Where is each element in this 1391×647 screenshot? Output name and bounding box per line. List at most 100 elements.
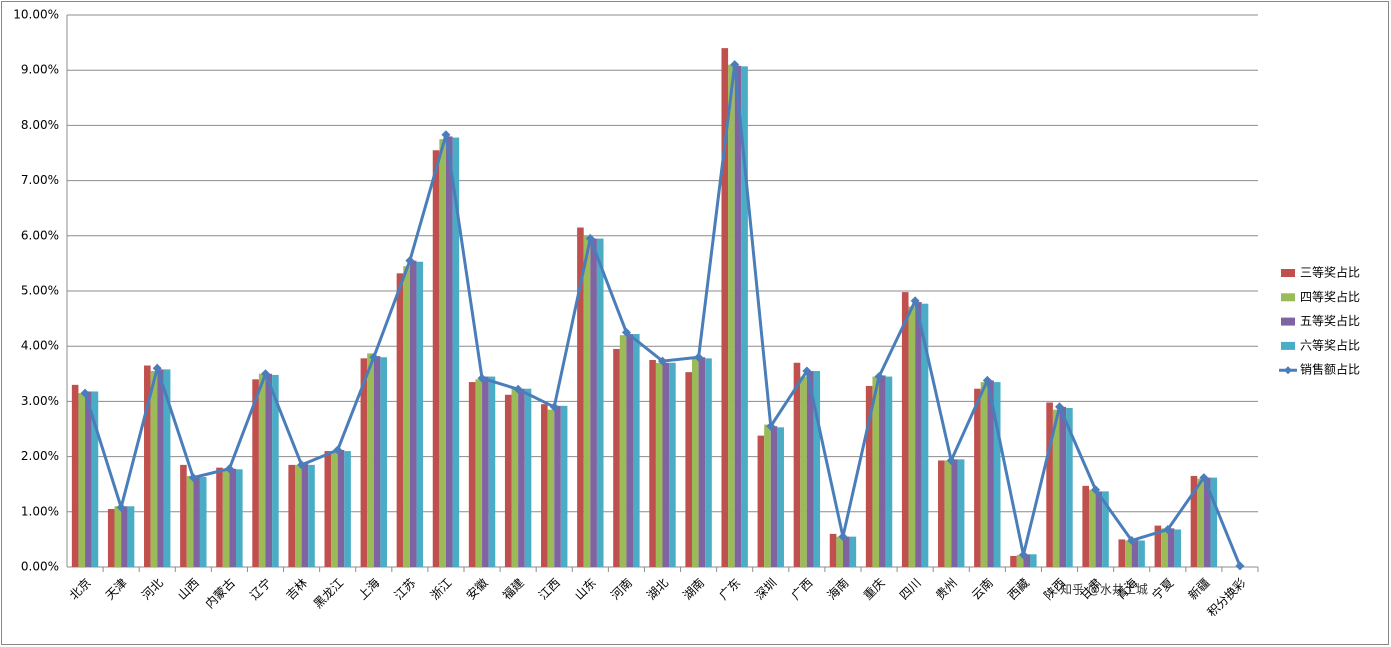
bar (938, 460, 945, 567)
bar (633, 334, 640, 567)
bar (541, 404, 548, 567)
legend-label: 六等奖占比 (1300, 337, 1360, 352)
bar (127, 506, 135, 567)
line-marker (838, 532, 848, 542)
bar (265, 373, 273, 567)
bar (596, 238, 604, 567)
bar (373, 356, 381, 567)
bar (685, 372, 692, 567)
y-tick-label: 3.00% (21, 394, 59, 408)
bar (554, 405, 561, 567)
bar (951, 459, 958, 567)
legend-swatch (1281, 269, 1295, 277)
bar (180, 464, 187, 567)
bar (1161, 528, 1168, 567)
bar (764, 424, 771, 567)
line-marker (730, 60, 740, 70)
y-tick-label: 10.00% (13, 8, 59, 22)
bar (163, 369, 171, 567)
bar (91, 391, 99, 567)
bar (836, 536, 843, 567)
bar (294, 464, 302, 567)
line-marker (1163, 524, 1173, 534)
legend-label: 四等奖占比 (1300, 289, 1360, 304)
bar (944, 460, 952, 567)
bar (908, 306, 916, 567)
bar (367, 353, 374, 567)
bar (258, 373, 266, 567)
bar (114, 506, 122, 567)
legend-label: 销售额占比 (1300, 362, 1360, 377)
bar (272, 374, 279, 567)
bar (1174, 529, 1181, 567)
legend-swatch (1281, 341, 1295, 350)
bar (560, 405, 568, 567)
bar (468, 382, 476, 567)
bar (78, 393, 86, 567)
line-marker (1018, 550, 1028, 560)
bar (626, 334, 634, 567)
bar (380, 357, 387, 567)
bar (698, 357, 706, 567)
bar (1138, 540, 1145, 567)
line-marker (1127, 536, 1137, 546)
bar (331, 451, 338, 567)
bar (1197, 478, 1204, 567)
bar (1125, 540, 1132, 567)
bar (1010, 555, 1017, 567)
line-marker (513, 384, 523, 394)
line-marker (152, 363, 162, 373)
bar (71, 384, 79, 567)
bar (1203, 477, 1211, 567)
bar (403, 266, 410, 567)
bar (1167, 528, 1175, 567)
bar (721, 48, 729, 568)
bar (793, 362, 801, 567)
bar (800, 376, 807, 567)
bar (186, 475, 194, 567)
line-marker (405, 256, 415, 266)
line-marker (333, 445, 343, 455)
bar (957, 459, 965, 567)
bar (150, 371, 158, 567)
y-tick-label: 1.00% (21, 504, 59, 518)
bar (236, 469, 243, 567)
bar (518, 388, 525, 567)
line-marker (621, 327, 631, 337)
line-marker (766, 421, 776, 431)
bar (655, 362, 663, 567)
line-marker (802, 366, 812, 376)
bar (842, 536, 850, 567)
bar (1059, 406, 1067, 567)
bar (691, 357, 699, 567)
bar (583, 235, 591, 568)
bar (360, 358, 368, 567)
bar (1082, 485, 1089, 567)
bar (1030, 554, 1037, 567)
bar (1095, 491, 1103, 567)
line-marker (694, 352, 704, 362)
bar (511, 387, 519, 567)
bar (229, 468, 237, 567)
bar (1088, 489, 1096, 567)
bar (416, 261, 424, 567)
bar (849, 536, 857, 567)
bar (475, 379, 483, 567)
line-marker (261, 369, 270, 379)
bar (577, 227, 584, 567)
bar (829, 533, 837, 567)
line-marker (1091, 485, 1101, 495)
line-marker (1199, 473, 1209, 483)
bar (879, 375, 886, 567)
bar (524, 388, 532, 567)
line-marker (441, 130, 451, 140)
legend-swatch-marker (1284, 366, 1292, 375)
bar (107, 509, 115, 567)
bar (806, 371, 814, 567)
y-tick-label: 5.00% (21, 284, 59, 298)
bar (728, 64, 735, 568)
bar (872, 376, 880, 567)
bar (216, 467, 223, 567)
legend-label: 三等奖占比 (1300, 265, 1360, 280)
bar (409, 260, 417, 567)
